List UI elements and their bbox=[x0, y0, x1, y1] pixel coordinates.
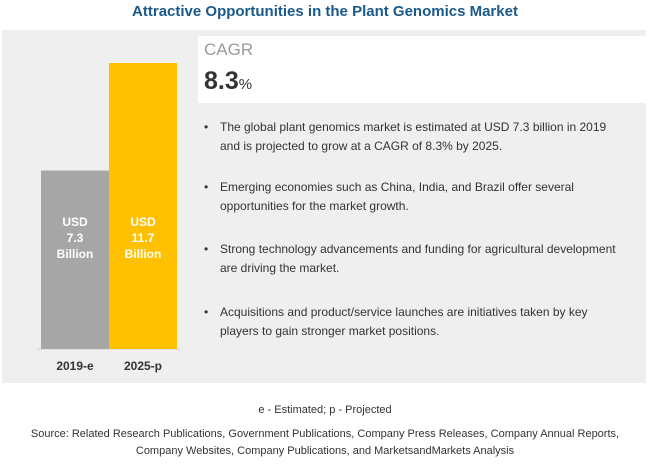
source-note: Source: Related Research Publications, G… bbox=[30, 428, 620, 457]
footnote: e - Estimated; p - Projected bbox=[258, 404, 392, 416]
key-point: Emerging economies such as China, India,… bbox=[202, 178, 622, 216]
bar-data-label: Billion bbox=[57, 247, 94, 261]
cagr-unit: % bbox=[238, 76, 253, 93]
cagr-label: CAGR bbox=[204, 40, 254, 59]
key-point: Acquisitions and product/service launche… bbox=[202, 303, 622, 341]
x-tick-label: 2025-p bbox=[124, 359, 162, 373]
bar-data-label: USD bbox=[130, 215, 156, 229]
cagr-number: 8.3 bbox=[204, 67, 239, 95]
bar-2025-p bbox=[109, 63, 177, 349]
x-tick-label: 2019-e bbox=[56, 359, 94, 373]
cagr-box: CAGR 8.3% bbox=[198, 36, 646, 103]
bar-data-label: 7.3 bbox=[67, 231, 84, 245]
key-point: Strong technology advancements and fundi… bbox=[202, 240, 622, 278]
bar-data-label: USD bbox=[62, 215, 88, 229]
key-point: The global plant genomics market is esti… bbox=[202, 118, 622, 156]
cagr-value: 8.3% bbox=[204, 67, 252, 96]
chart-title: Attractive Opportunities in the Plant Ge… bbox=[132, 3, 518, 20]
key-points-list: The global plant genomics market is esti… bbox=[202, 118, 622, 341]
bar-data-label: Billion bbox=[125, 247, 162, 261]
bar-2019-e bbox=[41, 170, 109, 349]
bar-data-label: 11.7 bbox=[132, 231, 155, 245]
